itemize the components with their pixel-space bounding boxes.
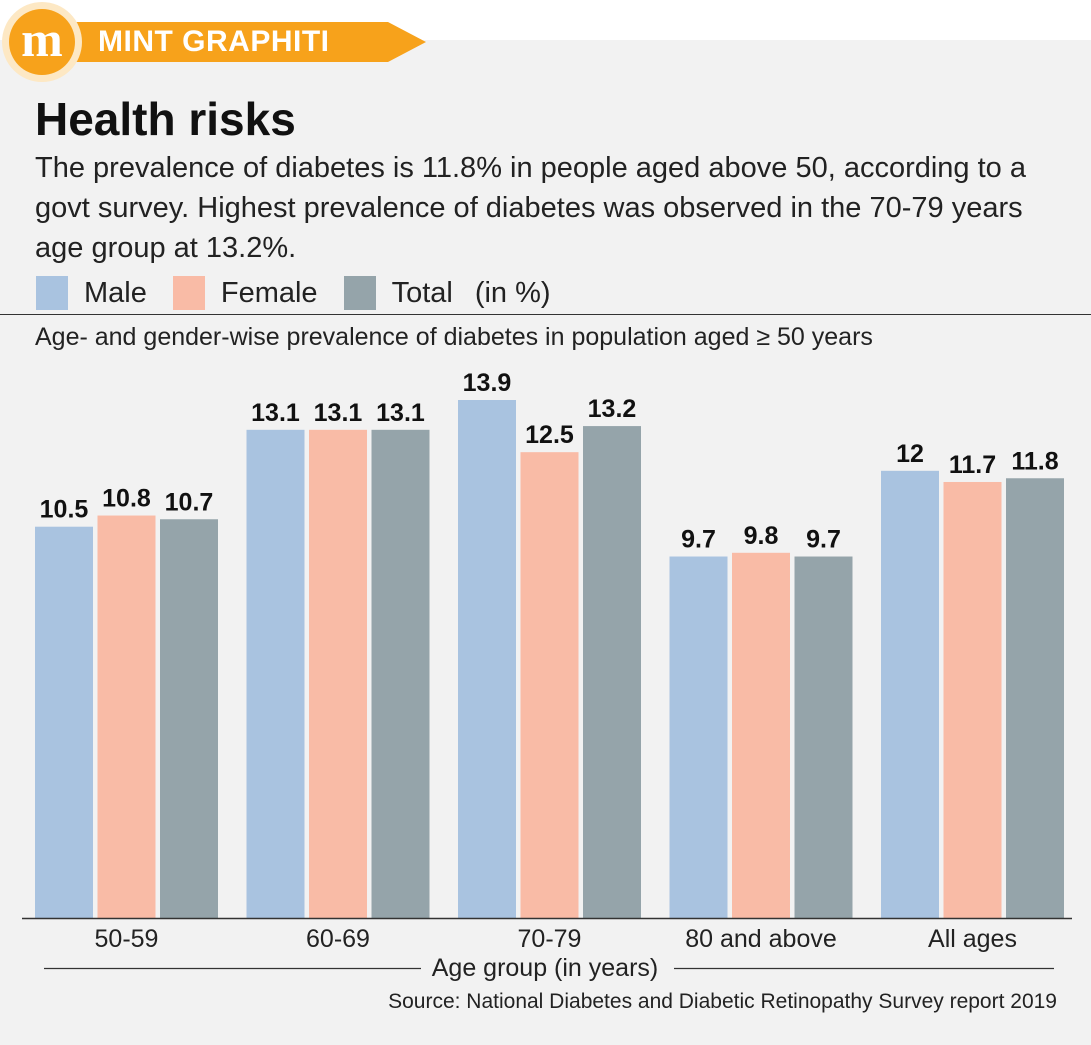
data-label: 13.9 (463, 369, 512, 397)
legend-item-male: Male (36, 276, 147, 310)
data-label: 10.7 (165, 488, 214, 516)
legend-swatch-total (343, 276, 376, 310)
data-label: 13.2 (588, 395, 637, 423)
data-label: 11.7 (949, 451, 996, 479)
brand-name: MINT GRAPHITI (98, 25, 330, 58)
bar-female (309, 429, 367, 918)
data-label: 9.7 (806, 526, 841, 554)
chart-title: Age- and gender-wise prevalence of diabe… (35, 323, 873, 351)
legend-item-female: Female (172, 276, 318, 310)
legend-swatch-male (36, 276, 68, 310)
data-label: 13.1 (314, 399, 363, 427)
legend-label-male: Male (84, 276, 147, 309)
data-label: 11.8 (1011, 447, 1058, 475)
mint-logo-letter: m (21, 11, 63, 67)
page-title: Health risks (35, 93, 296, 145)
bar-total (371, 429, 430, 918)
legend-label-female: Female (220, 276, 318, 309)
bar-total (794, 556, 853, 918)
legend-item-total: Total (343, 276, 453, 310)
bar-male (669, 556, 728, 918)
legend-unit: (in %) (474, 276, 551, 309)
bar-male (35, 526, 93, 918)
mint-logo (9, 9, 75, 75)
bar-female (732, 552, 790, 918)
data-label: 13.1 (251, 399, 300, 427)
data-label: 12.5 (525, 421, 574, 449)
bar-female (97, 515, 156, 918)
legend-divider (0, 314, 1091, 315)
bar-male (881, 470, 939, 918)
data-label: 10.5 (40, 496, 89, 524)
chart-legend: Male Female Total (in %) (36, 273, 551, 313)
data-label: 10.8 (102, 485, 151, 513)
data-label: 12 (896, 440, 924, 468)
x-tick-label: All ages (928, 925, 1017, 953)
data-label: 9.7 (681, 526, 716, 554)
brand-banner (40, 22, 388, 62)
bar-male (246, 429, 305, 918)
bar-total (1006, 478, 1064, 918)
x-tick-label: 60-69 (306, 925, 370, 953)
x-tick-label: 70-79 (518, 925, 582, 953)
bar-female (943, 481, 1002, 918)
x-axis-title: Age group (in years) (432, 954, 659, 982)
data-label: 9.8 (744, 522, 779, 550)
x-tick-label: 50-59 (95, 925, 159, 953)
legend-swatch-female (172, 276, 205, 310)
x-tick-label: 80 and above (685, 925, 837, 953)
data-label: 13.1 (376, 399, 425, 427)
legend-label-total: Total (391, 276, 453, 309)
bar-total (160, 519, 218, 918)
bar-total (583, 426, 641, 918)
brand-banner-arrow (388, 22, 426, 62)
bar-female (520, 452, 579, 918)
source-note: Source: National Diabetes and Diabetic R… (388, 990, 1057, 1013)
page-subtitle: The prevalence of diabetes is 11.8% in p… (35, 152, 1026, 264)
bar-male (458, 400, 516, 918)
